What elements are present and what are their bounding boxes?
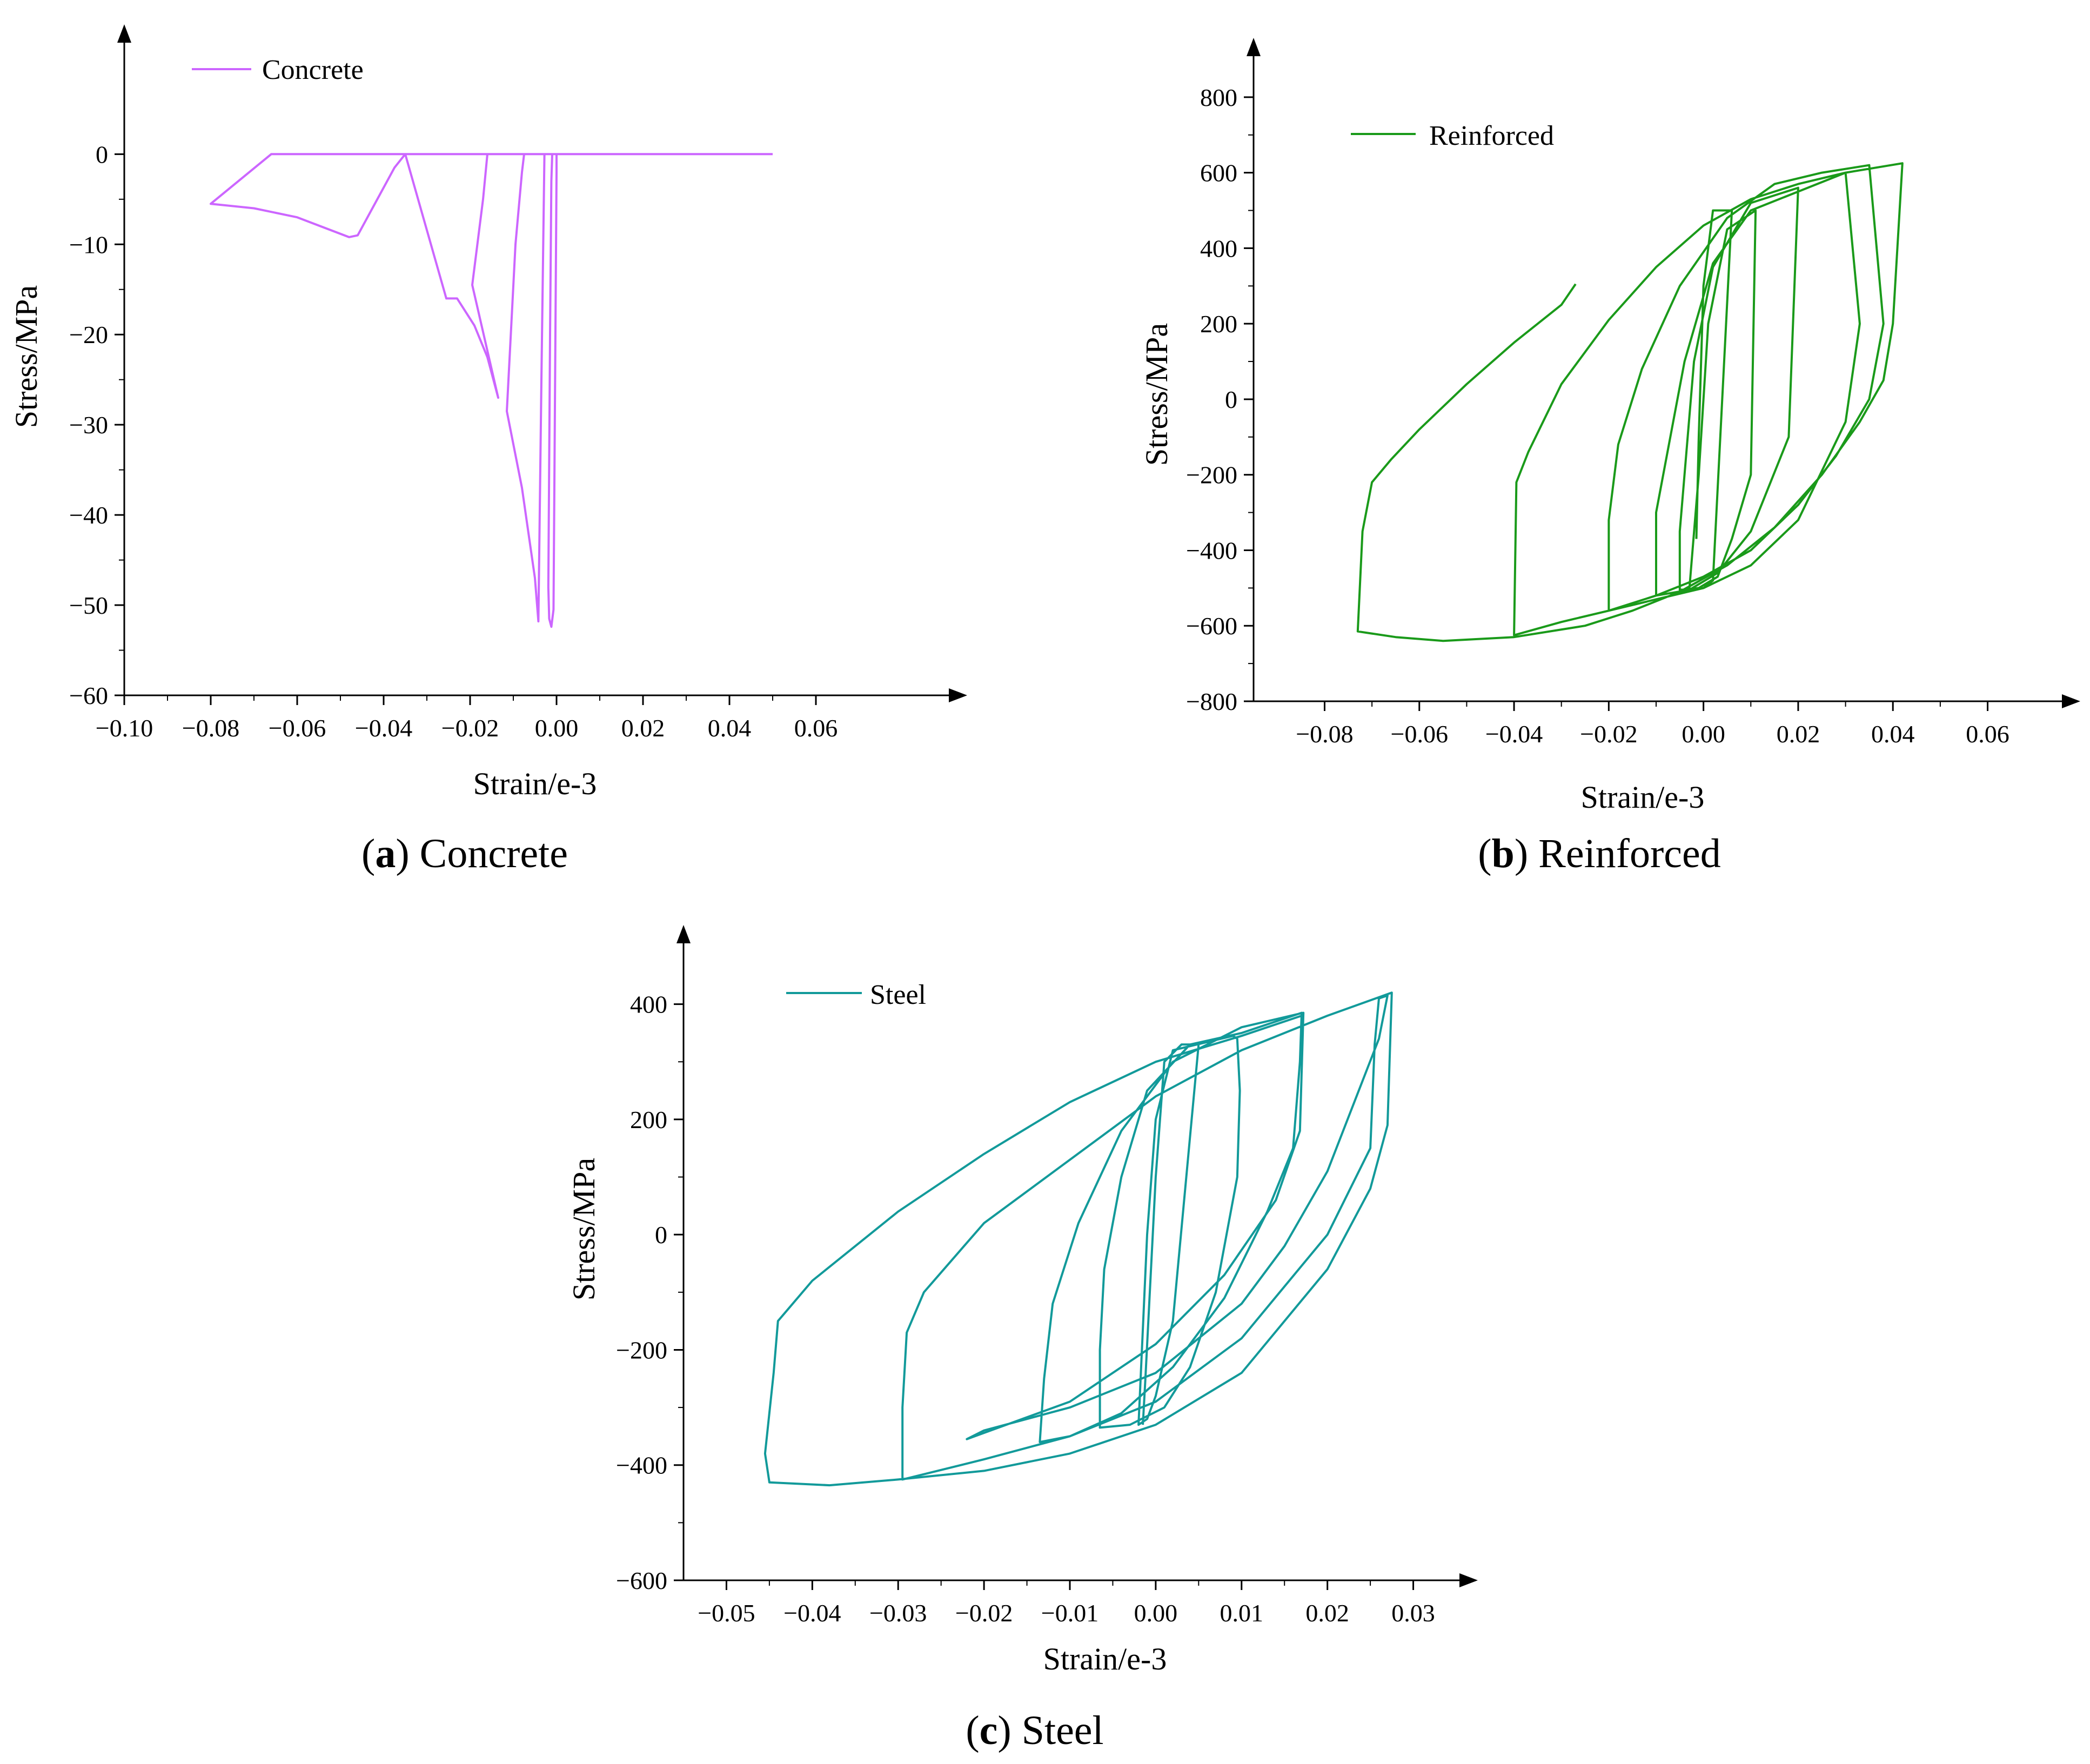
- y-tick-label-a: 0: [96, 140, 108, 168]
- x-tick-label-a: −0.06: [269, 714, 326, 742]
- y-axis-arrow-c: [676, 925, 691, 943]
- x-tick-label-a: 0.06: [794, 714, 838, 742]
- y-tick-label-b: 400: [1200, 234, 1237, 262]
- x-tick-label-a: −0.10: [96, 714, 153, 742]
- plot-area-a: −0.10 −0.08 −0.06 −0.04 −0.02 0.00 0.02 0.04 0.0…: [69, 24, 967, 742]
- plot-area-b: −0.08 −0.06 −0.04 −0.02 0.00 0.02 0.04 0.06 800 6…: [1186, 38, 2080, 748]
- y-tick-label-b: −400: [1186, 536, 1237, 564]
- series-line-a: [210, 153, 773, 628]
- x-tick-label-a: 0.00: [535, 714, 579, 742]
- series-line-b: [1356, 162, 1904, 642]
- y-axis-label-a: Stress/MPa: [9, 285, 44, 428]
- y-tick-label-b: −800: [1186, 688, 1237, 715]
- y-tick-label-c: 200: [630, 1106, 667, 1133]
- y-tick-label-b: 0: [1225, 386, 1237, 413]
- x-axis-label-b: Strain/e-3: [1581, 780, 1705, 815]
- y-tick-label-a: −20: [69, 321, 108, 348]
- x-tick-label-c: −0.03: [869, 1599, 927, 1627]
- x-tick-label-a: −0.08: [182, 714, 239, 742]
- y-tick-label-b: −200: [1186, 461, 1237, 489]
- y-tick-label-a: −50: [69, 592, 108, 619]
- x-tick-label-a: −0.04: [355, 714, 412, 742]
- y-tick-label-b: 600: [1200, 159, 1237, 187]
- y-tick-label-c: 0: [655, 1221, 667, 1249]
- y-tick-label-a: −60: [69, 682, 108, 709]
- x-tick-label-a: 0.04: [708, 714, 752, 742]
- x-tick-label-b: 0.04: [1871, 720, 1915, 748]
- x-tick-label-b: −0.06: [1391, 720, 1448, 748]
- x-tick-label-b: 0.02: [1777, 720, 1820, 748]
- x-tick-label-b: 0.00: [1682, 720, 1725, 748]
- x-axis-label-c: Strain/e-3: [1043, 1641, 1167, 1676]
- x-axis-label-a: Strain/e-3: [473, 766, 597, 801]
- series-line-c: [763, 991, 1393, 1487]
- x-tick-label-c: −0.05: [698, 1599, 755, 1627]
- x-tick-label-a: 0.02: [621, 714, 665, 742]
- x-axis-arrow-c: [1459, 1573, 1478, 1587]
- y-tick-label-b: −600: [1186, 612, 1237, 640]
- caption-letter-b: b: [1492, 831, 1515, 876]
- chart-panel-c: −0.05 −0.04 −0.03 −0.02 −0.01 0.00 0.01 0.02 0.0…: [566, 925, 1478, 1753]
- x-tick-label-c: −0.04: [783, 1599, 841, 1627]
- x-tick-label-c: 0.01: [1220, 1599, 1264, 1627]
- y-tick-label-b: 200: [1200, 310, 1237, 338]
- x-tick-label-b: −0.08: [1296, 720, 1353, 748]
- legend-b: Reinforced: [1351, 120, 1554, 151]
- x-tick-label-c: 0.02: [1305, 1599, 1349, 1627]
- legend-label-b: Reinforced: [1429, 120, 1554, 151]
- y-tick-label-a: −30: [69, 411, 108, 439]
- y-axis-arrow-a: [117, 24, 131, 43]
- x-tick-label-b: 0.06: [1966, 720, 2009, 748]
- y-tick-label-c: 400: [630, 991, 667, 1018]
- legend-label-a: Concrete: [262, 55, 364, 85]
- x-axis-arrow-a: [949, 688, 967, 702]
- legend-a: Concrete: [192, 55, 364, 85]
- x-tick-label-c: 0.03: [1391, 1599, 1435, 1627]
- chart-panel-b: −0.08 −0.06 −0.04 −0.02 0.00 0.02 0.04 0.06 800 6…: [1139, 38, 2080, 876]
- legend-c: Steel: [786, 980, 926, 1010]
- x-tick-label-b: −0.02: [1580, 720, 1637, 748]
- y-tick-label-c: −600: [616, 1567, 667, 1594]
- caption-text-a: Concrete: [420, 831, 568, 876]
- y-tick-label-b: 800: [1200, 84, 1237, 111]
- chart-panel-a: −0.10 −0.08 −0.06 −0.04 −0.02 0.00 0.02 0.04 0.0…: [9, 24, 967, 876]
- x-axis-arrow-b: [2062, 694, 2080, 708]
- x-tick-label-c: −0.01: [1041, 1599, 1098, 1627]
- x-tick-label-c: −0.02: [955, 1599, 1013, 1627]
- y-tick-label-c: −200: [616, 1336, 667, 1364]
- y-axis-label-b: Stress/MPa: [1139, 323, 1174, 466]
- y-axis-label-c: Stress/MPa: [566, 1158, 601, 1300]
- caption-b: (b) Reinforced: [1478, 831, 1721, 876]
- caption-letter-c: c: [980, 1708, 998, 1753]
- caption-text-b: Reinforced: [1538, 831, 1721, 876]
- y-axis-arrow-b: [1247, 38, 1261, 56]
- y-tick-label-a: −40: [69, 501, 108, 529]
- legend-label-c: Steel: [870, 980, 926, 1010]
- caption-a: (a) Concrete: [361, 831, 568, 876]
- y-tick-label-c: −400: [616, 1452, 667, 1479]
- caption-letter-a: a: [375, 831, 396, 876]
- x-tick-label-b: −0.04: [1485, 720, 1543, 748]
- y-tick-label-a: −10: [69, 231, 108, 258]
- x-tick-label-c: 0.00: [1134, 1599, 1178, 1627]
- caption-text-c: Steel: [1022, 1708, 1104, 1753]
- caption-c: (c) Steel: [966, 1708, 1103, 1753]
- plot-area-c: −0.05 −0.04 −0.03 −0.02 −0.01 0.00 0.01 0.02 0.0…: [616, 925, 1478, 1627]
- x-tick-label-a: −0.02: [441, 714, 499, 742]
